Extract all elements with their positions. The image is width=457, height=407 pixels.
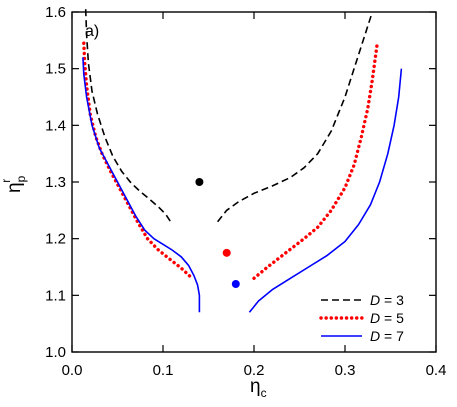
series-d-5-point	[222, 248, 231, 257]
x-tick-label: 0.4	[426, 362, 447, 379]
series-d-7-left-branch	[82, 57, 201, 313]
legend: D = 3 D = 5 D = 7	[319, 292, 404, 344]
y-axis-label-sup: r	[0, 179, 13, 183]
series-d-5-right-branch	[252, 44, 379, 280]
x-axis-label: ηc	[250, 376, 267, 400]
y-tick-label: 1.6	[45, 4, 66, 21]
x-tick-label: 0.0	[62, 362, 83, 379]
points-layer	[195, 178, 240, 288]
y-tick-label: 1.1	[45, 287, 66, 304]
x-tick-label: 0.3	[335, 362, 356, 379]
x-tick-label: 0.1	[153, 362, 174, 379]
y-axis-label: ηpr	[0, 175, 28, 193]
series-d-3-point	[195, 178, 204, 186]
x-axis-label-sub: c	[261, 386, 267, 400]
legend-label-d-3: D = 3	[370, 292, 404, 308]
y-axis-label-sub: p	[14, 175, 28, 182]
y-axis-label-base: η	[4, 182, 25, 193]
series-d-7-right-branch	[248, 68, 403, 313]
series-d-3-right-branch	[216, 11, 374, 223]
curves-layer	[82, 9, 403, 313]
x-tick-label: 0.2	[244, 362, 265, 379]
series-d-5-left-branch	[82, 41, 193, 279]
y-tick-label: 1.0	[45, 344, 66, 361]
legend-label-d-7: D = 7	[370, 328, 404, 344]
y-tick-label: 1.5	[45, 61, 66, 78]
y-tick-label: 1.4	[45, 117, 66, 134]
x-axis-label-base: η	[250, 376, 261, 397]
legend-label-d-5: D = 5	[370, 310, 404, 326]
series-d-3-left-branch	[84, 9, 173, 225]
y-tick-label: 1.2	[45, 231, 66, 248]
series-d-7-point	[231, 280, 240, 288]
ticks-layer: 0.0 0.1 0.2 0.3 0.4 1.0 1.1 1.2 1.3 1.4 1.5 1.6	[45, 4, 446, 379]
panel-label: a)	[85, 23, 99, 40]
y-tick-label: 1.3	[45, 174, 66, 191]
